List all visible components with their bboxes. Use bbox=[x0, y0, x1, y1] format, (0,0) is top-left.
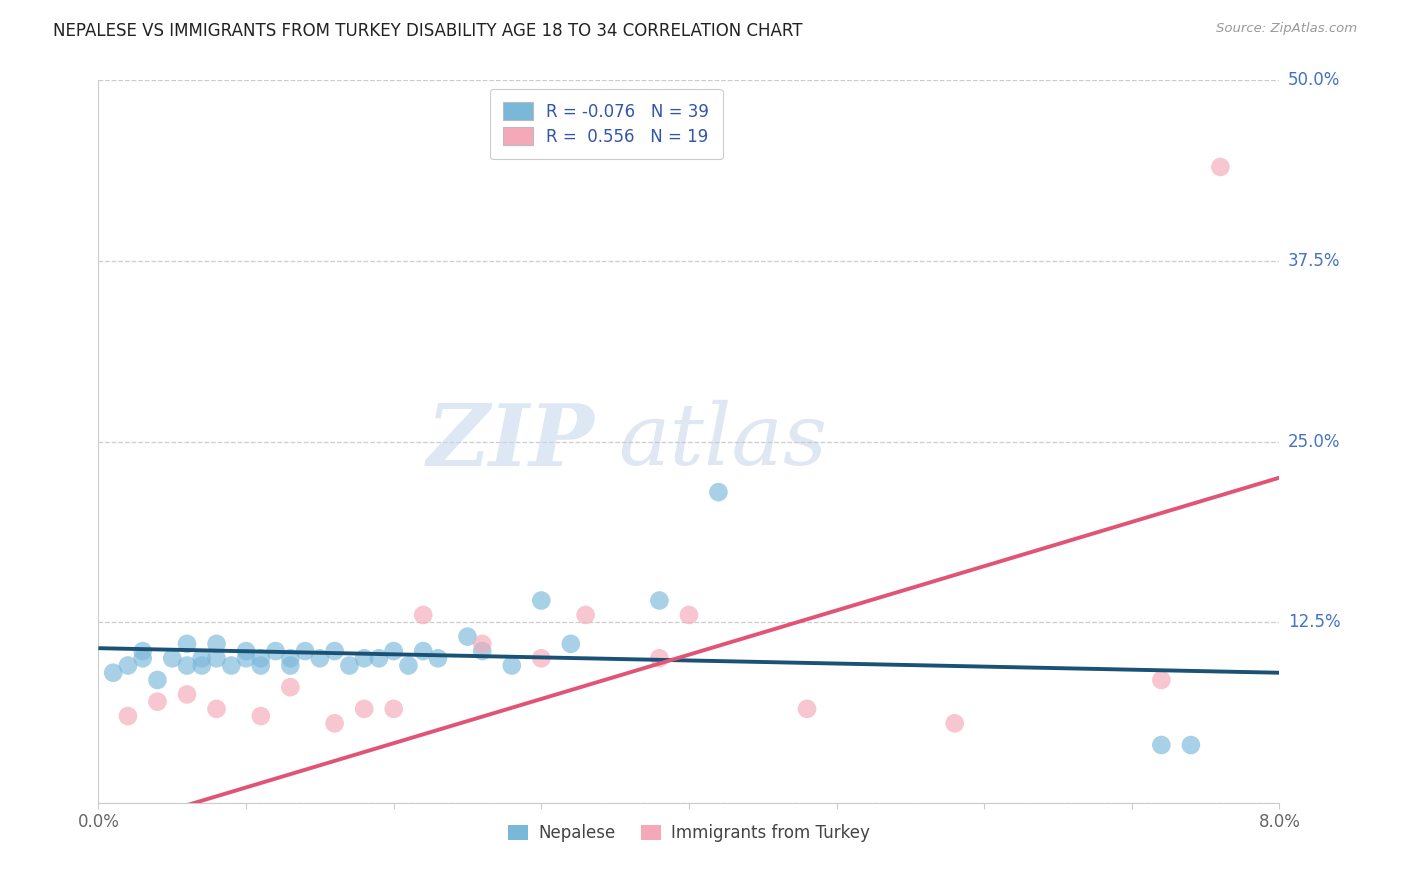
Point bbox=[264, 644, 287, 658]
Point bbox=[530, 593, 553, 607]
Point bbox=[176, 687, 198, 701]
Point bbox=[575, 607, 598, 622]
Point bbox=[796, 702, 818, 716]
Point bbox=[191, 651, 214, 665]
Point bbox=[560, 637, 582, 651]
Point bbox=[943, 716, 966, 731]
Text: Source: ZipAtlas.com: Source: ZipAtlas.com bbox=[1216, 22, 1357, 36]
Point bbox=[162, 651, 183, 665]
Point bbox=[280, 658, 302, 673]
Point bbox=[235, 644, 257, 658]
Point bbox=[309, 651, 332, 665]
Point bbox=[205, 637, 228, 651]
Text: 12.5%: 12.5% bbox=[1288, 613, 1340, 632]
Text: atlas: atlas bbox=[619, 401, 827, 483]
Point bbox=[235, 651, 257, 665]
Point bbox=[280, 680, 302, 694]
Point bbox=[382, 644, 405, 658]
Point bbox=[353, 702, 375, 716]
Point bbox=[427, 651, 450, 665]
Text: 25.0%: 25.0% bbox=[1288, 433, 1340, 450]
Point bbox=[398, 658, 420, 673]
Point bbox=[501, 658, 523, 673]
Point bbox=[339, 658, 361, 673]
Point bbox=[648, 651, 671, 665]
Point bbox=[205, 702, 228, 716]
Point bbox=[294, 644, 316, 658]
Point bbox=[1209, 160, 1232, 174]
Point bbox=[323, 716, 346, 731]
Point bbox=[368, 651, 391, 665]
Text: 50.0%: 50.0% bbox=[1288, 71, 1340, 89]
Point bbox=[1180, 738, 1202, 752]
Point bbox=[678, 607, 700, 622]
Point bbox=[132, 651, 155, 665]
Text: 37.5%: 37.5% bbox=[1288, 252, 1340, 270]
Point bbox=[176, 658, 198, 673]
Text: ZIP: ZIP bbox=[426, 400, 595, 483]
Point bbox=[457, 630, 479, 644]
Point bbox=[221, 658, 243, 673]
Point bbox=[323, 644, 346, 658]
Point bbox=[103, 665, 125, 680]
Point bbox=[471, 644, 494, 658]
Point bbox=[250, 709, 273, 723]
Point bbox=[382, 702, 405, 716]
Point bbox=[530, 651, 553, 665]
Point bbox=[146, 695, 169, 709]
Text: NEPALESE VS IMMIGRANTS FROM TURKEY DISABILITY AGE 18 TO 34 CORRELATION CHART: NEPALESE VS IMMIGRANTS FROM TURKEY DISAB… bbox=[53, 22, 803, 40]
Point bbox=[191, 658, 214, 673]
Legend: Nepalese, Immigrants from Turkey: Nepalese, Immigrants from Turkey bbox=[502, 817, 876, 848]
Point bbox=[412, 644, 434, 658]
Point bbox=[707, 485, 730, 500]
Point bbox=[353, 651, 375, 665]
Point bbox=[648, 593, 671, 607]
Point bbox=[412, 607, 434, 622]
Point bbox=[205, 651, 228, 665]
Point bbox=[117, 658, 139, 673]
Point bbox=[1150, 673, 1173, 687]
Point bbox=[471, 637, 494, 651]
Point bbox=[146, 673, 169, 687]
Point bbox=[132, 644, 155, 658]
Point bbox=[1150, 738, 1173, 752]
Point bbox=[250, 658, 273, 673]
Point bbox=[250, 651, 273, 665]
Point bbox=[117, 709, 139, 723]
Point bbox=[280, 651, 302, 665]
Point bbox=[176, 637, 198, 651]
